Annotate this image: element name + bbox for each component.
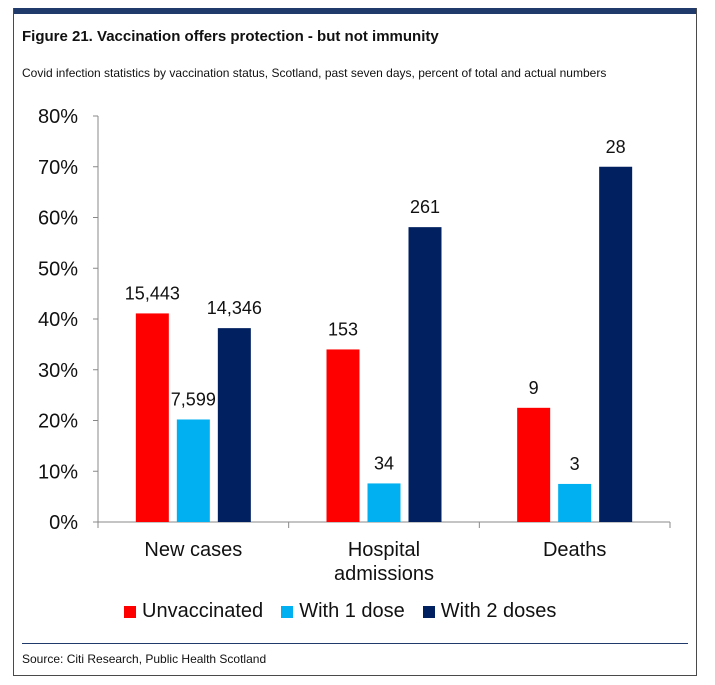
bar bbox=[367, 483, 401, 522]
data-label: 153 bbox=[328, 319, 358, 339]
y-tick-label: 60% bbox=[38, 208, 78, 230]
y-tick-label: 50% bbox=[38, 258, 78, 280]
data-label: 15,443 bbox=[125, 283, 180, 303]
y-tick-label: 0% bbox=[49, 512, 78, 534]
legend-swatch-one-dose bbox=[281, 605, 294, 618]
data-label: 261 bbox=[410, 197, 440, 217]
legend-label-two-doses: With 2 doses bbox=[440, 600, 557, 622]
legend-item-unvaccinated: Unvaccinated bbox=[124, 600, 263, 623]
bar bbox=[176, 419, 210, 522]
footer-separator bbox=[22, 643, 688, 644]
legend-label-one-dose: With 1 dose bbox=[299, 600, 405, 622]
top-accent-bar bbox=[13, 8, 697, 14]
y-tick-label: 30% bbox=[38, 360, 78, 382]
legend-label-unvaccinated: Unvaccinated bbox=[142, 600, 264, 622]
figure-subtitle: Covid infection statistics by vaccinatio… bbox=[22, 66, 607, 80]
bar bbox=[326, 349, 360, 522]
y-tick-label: 20% bbox=[38, 411, 78, 433]
legend-item-one-dose: With 1 dose bbox=[281, 600, 405, 623]
bar bbox=[558, 483, 592, 522]
data-label: 3 bbox=[570, 454, 580, 474]
data-label: 34 bbox=[374, 453, 394, 473]
x-category-label: New cases bbox=[144, 539, 242, 561]
legend-swatch-two-doses bbox=[422, 605, 435, 618]
x-category-label: admissions bbox=[334, 563, 434, 585]
bar bbox=[135, 313, 169, 522]
y-tick-label: 80% bbox=[38, 106, 78, 128]
bar-chart: 0% 10% 20% 30% 40% 50% 60% 70% 80% 15,443 7,599 14,… bbox=[38, 106, 671, 585]
y-tick-label: 70% bbox=[38, 157, 78, 179]
chart-legend: Unvaccinated With 1 dose With 2 doses bbox=[124, 600, 574, 623]
x-category-label: Hospital bbox=[348, 539, 420, 561]
y-tick-label: 40% bbox=[38, 309, 78, 331]
bar bbox=[408, 227, 442, 522]
data-label: 28 bbox=[606, 137, 626, 157]
figure-title: Figure 21. Vaccination offers protection… bbox=[22, 28, 439, 45]
data-label: 7,599 bbox=[171, 389, 216, 409]
x-category-label: Deaths bbox=[543, 539, 606, 561]
source-note: Source: Citi Research, Public Health Sco… bbox=[22, 652, 267, 666]
bar bbox=[217, 328, 251, 522]
bar bbox=[517, 407, 551, 522]
legend-item-two-doses: With 2 doses bbox=[422, 600, 557, 623]
bar bbox=[599, 166, 633, 522]
figure-frame bbox=[13, 8, 697, 676]
data-label: 9 bbox=[529, 378, 539, 398]
data-label: 14,346 bbox=[207, 298, 262, 318]
legend-swatch-unvaccinated bbox=[124, 605, 136, 618]
y-tick-label: 10% bbox=[38, 461, 78, 483]
